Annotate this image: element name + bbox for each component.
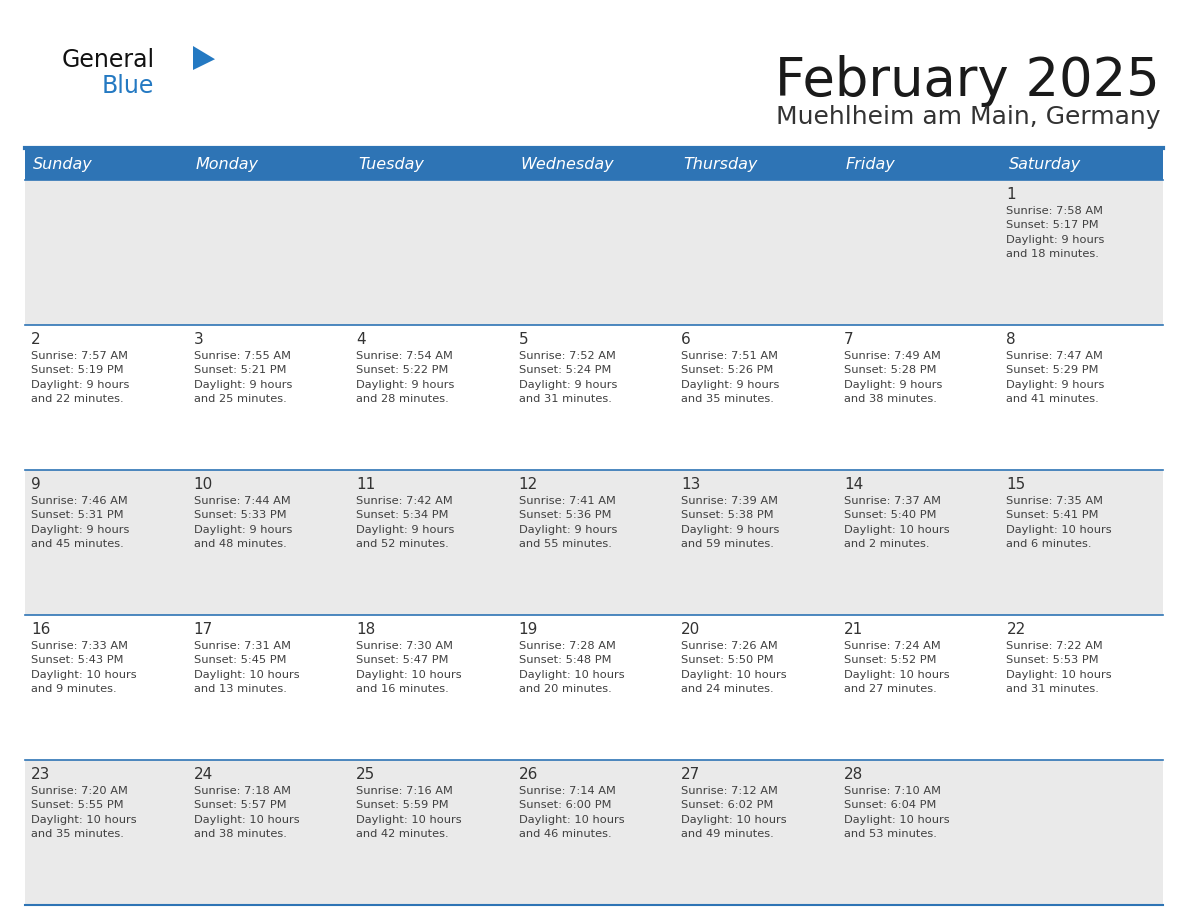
Text: 27: 27 xyxy=(681,767,701,782)
Text: Sunrise: 7:58 AM
Sunset: 5:17 PM
Daylight: 9 hours
and 18 minutes.: Sunrise: 7:58 AM Sunset: 5:17 PM Dayligh… xyxy=(1006,206,1105,259)
Text: Sunrise: 7:47 AM
Sunset: 5:29 PM
Daylight: 9 hours
and 41 minutes.: Sunrise: 7:47 AM Sunset: 5:29 PM Dayligh… xyxy=(1006,351,1105,404)
Text: 11: 11 xyxy=(356,477,375,492)
Text: Sunrise: 7:57 AM
Sunset: 5:19 PM
Daylight: 9 hours
and 22 minutes.: Sunrise: 7:57 AM Sunset: 5:19 PM Dayligh… xyxy=(31,351,129,404)
Text: 12: 12 xyxy=(519,477,538,492)
Bar xyxy=(25,470,1163,615)
Bar xyxy=(675,148,838,180)
Text: Saturday: Saturday xyxy=(1009,156,1081,172)
Text: 21: 21 xyxy=(843,622,864,637)
Text: 26: 26 xyxy=(519,767,538,782)
Text: Tuesday: Tuesday xyxy=(359,156,424,172)
Text: Muehlheim am Main, Germany: Muehlheim am Main, Germany xyxy=(776,105,1159,129)
Text: General: General xyxy=(62,48,156,72)
Text: Sunrise: 7:26 AM
Sunset: 5:50 PM
Daylight: 10 hours
and 24 minutes.: Sunrise: 7:26 AM Sunset: 5:50 PM Dayligh… xyxy=(681,641,786,694)
Bar xyxy=(513,148,675,180)
Bar xyxy=(838,148,1000,180)
Text: Sunrise: 7:20 AM
Sunset: 5:55 PM
Daylight: 10 hours
and 35 minutes.: Sunrise: 7:20 AM Sunset: 5:55 PM Dayligh… xyxy=(31,786,137,839)
Text: 17: 17 xyxy=(194,622,213,637)
Text: 28: 28 xyxy=(843,767,864,782)
Text: 10: 10 xyxy=(194,477,213,492)
Text: Sunrise: 7:10 AM
Sunset: 6:04 PM
Daylight: 10 hours
and 53 minutes.: Sunrise: 7:10 AM Sunset: 6:04 PM Dayligh… xyxy=(843,786,949,839)
Bar xyxy=(1000,148,1163,180)
Text: Sunrise: 7:51 AM
Sunset: 5:26 PM
Daylight: 9 hours
and 35 minutes.: Sunrise: 7:51 AM Sunset: 5:26 PM Dayligh… xyxy=(681,351,779,404)
Text: 18: 18 xyxy=(356,622,375,637)
Text: Sunrise: 7:33 AM
Sunset: 5:43 PM
Daylight: 10 hours
and 9 minutes.: Sunrise: 7:33 AM Sunset: 5:43 PM Dayligh… xyxy=(31,641,137,694)
Text: 4: 4 xyxy=(356,332,366,347)
Bar xyxy=(350,148,513,180)
Text: Sunrise: 7:42 AM
Sunset: 5:34 PM
Daylight: 9 hours
and 52 minutes.: Sunrise: 7:42 AM Sunset: 5:34 PM Dayligh… xyxy=(356,496,455,549)
Text: 1: 1 xyxy=(1006,187,1016,202)
Text: Sunrise: 7:52 AM
Sunset: 5:24 PM
Daylight: 9 hours
and 31 minutes.: Sunrise: 7:52 AM Sunset: 5:24 PM Dayligh… xyxy=(519,351,617,404)
Text: 8: 8 xyxy=(1006,332,1016,347)
Text: Sunrise: 7:49 AM
Sunset: 5:28 PM
Daylight: 9 hours
and 38 minutes.: Sunrise: 7:49 AM Sunset: 5:28 PM Dayligh… xyxy=(843,351,942,404)
Text: 23: 23 xyxy=(31,767,50,782)
Text: Sunrise: 7:18 AM
Sunset: 5:57 PM
Daylight: 10 hours
and 38 minutes.: Sunrise: 7:18 AM Sunset: 5:57 PM Dayligh… xyxy=(194,786,299,839)
Bar xyxy=(25,148,188,180)
Bar xyxy=(25,325,1163,470)
Text: Wednesday: Wednesday xyxy=(520,156,614,172)
Text: Sunrise: 7:54 AM
Sunset: 5:22 PM
Daylight: 9 hours
and 28 minutes.: Sunrise: 7:54 AM Sunset: 5:22 PM Dayligh… xyxy=(356,351,455,404)
Text: Sunrise: 7:44 AM
Sunset: 5:33 PM
Daylight: 9 hours
and 48 minutes.: Sunrise: 7:44 AM Sunset: 5:33 PM Dayligh… xyxy=(194,496,292,549)
Text: 5: 5 xyxy=(519,332,529,347)
Text: Sunrise: 7:46 AM
Sunset: 5:31 PM
Daylight: 9 hours
and 45 minutes.: Sunrise: 7:46 AM Sunset: 5:31 PM Dayligh… xyxy=(31,496,129,549)
Text: 20: 20 xyxy=(681,622,701,637)
Text: 7: 7 xyxy=(843,332,853,347)
Text: 22: 22 xyxy=(1006,622,1025,637)
Text: 19: 19 xyxy=(519,622,538,637)
Text: Sunrise: 7:12 AM
Sunset: 6:02 PM
Daylight: 10 hours
and 49 minutes.: Sunrise: 7:12 AM Sunset: 6:02 PM Dayligh… xyxy=(681,786,786,839)
Text: 16: 16 xyxy=(31,622,50,637)
Text: February 2025: February 2025 xyxy=(776,55,1159,107)
Text: 3: 3 xyxy=(194,332,203,347)
Bar xyxy=(188,148,350,180)
Text: Sunrise: 7:41 AM
Sunset: 5:36 PM
Daylight: 9 hours
and 55 minutes.: Sunrise: 7:41 AM Sunset: 5:36 PM Dayligh… xyxy=(519,496,617,549)
Bar xyxy=(25,760,1163,905)
Text: 2: 2 xyxy=(31,332,40,347)
Text: Sunrise: 7:35 AM
Sunset: 5:41 PM
Daylight: 10 hours
and 6 minutes.: Sunrise: 7:35 AM Sunset: 5:41 PM Dayligh… xyxy=(1006,496,1112,549)
Text: Friday: Friday xyxy=(846,156,896,172)
Text: Thursday: Thursday xyxy=(683,156,758,172)
Text: 24: 24 xyxy=(194,767,213,782)
Text: 13: 13 xyxy=(681,477,701,492)
Text: Sunrise: 7:31 AM
Sunset: 5:45 PM
Daylight: 10 hours
and 13 minutes.: Sunrise: 7:31 AM Sunset: 5:45 PM Dayligh… xyxy=(194,641,299,694)
Bar xyxy=(25,615,1163,760)
Text: Sunrise: 7:37 AM
Sunset: 5:40 PM
Daylight: 10 hours
and 2 minutes.: Sunrise: 7:37 AM Sunset: 5:40 PM Dayligh… xyxy=(843,496,949,549)
Bar xyxy=(25,180,1163,325)
Polygon shape xyxy=(192,46,215,70)
Text: 14: 14 xyxy=(843,477,864,492)
Text: Sunrise: 7:55 AM
Sunset: 5:21 PM
Daylight: 9 hours
and 25 minutes.: Sunrise: 7:55 AM Sunset: 5:21 PM Dayligh… xyxy=(194,351,292,404)
Text: Sunrise: 7:16 AM
Sunset: 5:59 PM
Daylight: 10 hours
and 42 minutes.: Sunrise: 7:16 AM Sunset: 5:59 PM Dayligh… xyxy=(356,786,462,839)
Text: Sunrise: 7:14 AM
Sunset: 6:00 PM
Daylight: 10 hours
and 46 minutes.: Sunrise: 7:14 AM Sunset: 6:00 PM Dayligh… xyxy=(519,786,625,839)
Text: Monday: Monday xyxy=(196,156,259,172)
Text: 9: 9 xyxy=(31,477,40,492)
Text: Sunrise: 7:30 AM
Sunset: 5:47 PM
Daylight: 10 hours
and 16 minutes.: Sunrise: 7:30 AM Sunset: 5:47 PM Dayligh… xyxy=(356,641,462,694)
Text: 15: 15 xyxy=(1006,477,1025,492)
Text: Blue: Blue xyxy=(102,74,154,98)
Text: Sunrise: 7:28 AM
Sunset: 5:48 PM
Daylight: 10 hours
and 20 minutes.: Sunrise: 7:28 AM Sunset: 5:48 PM Dayligh… xyxy=(519,641,625,694)
Text: Sunrise: 7:24 AM
Sunset: 5:52 PM
Daylight: 10 hours
and 27 minutes.: Sunrise: 7:24 AM Sunset: 5:52 PM Dayligh… xyxy=(843,641,949,694)
Text: 6: 6 xyxy=(681,332,691,347)
Text: 25: 25 xyxy=(356,767,375,782)
Text: Sunrise: 7:22 AM
Sunset: 5:53 PM
Daylight: 10 hours
and 31 minutes.: Sunrise: 7:22 AM Sunset: 5:53 PM Dayligh… xyxy=(1006,641,1112,694)
Text: Sunday: Sunday xyxy=(33,156,93,172)
Text: Sunrise: 7:39 AM
Sunset: 5:38 PM
Daylight: 9 hours
and 59 minutes.: Sunrise: 7:39 AM Sunset: 5:38 PM Dayligh… xyxy=(681,496,779,549)
